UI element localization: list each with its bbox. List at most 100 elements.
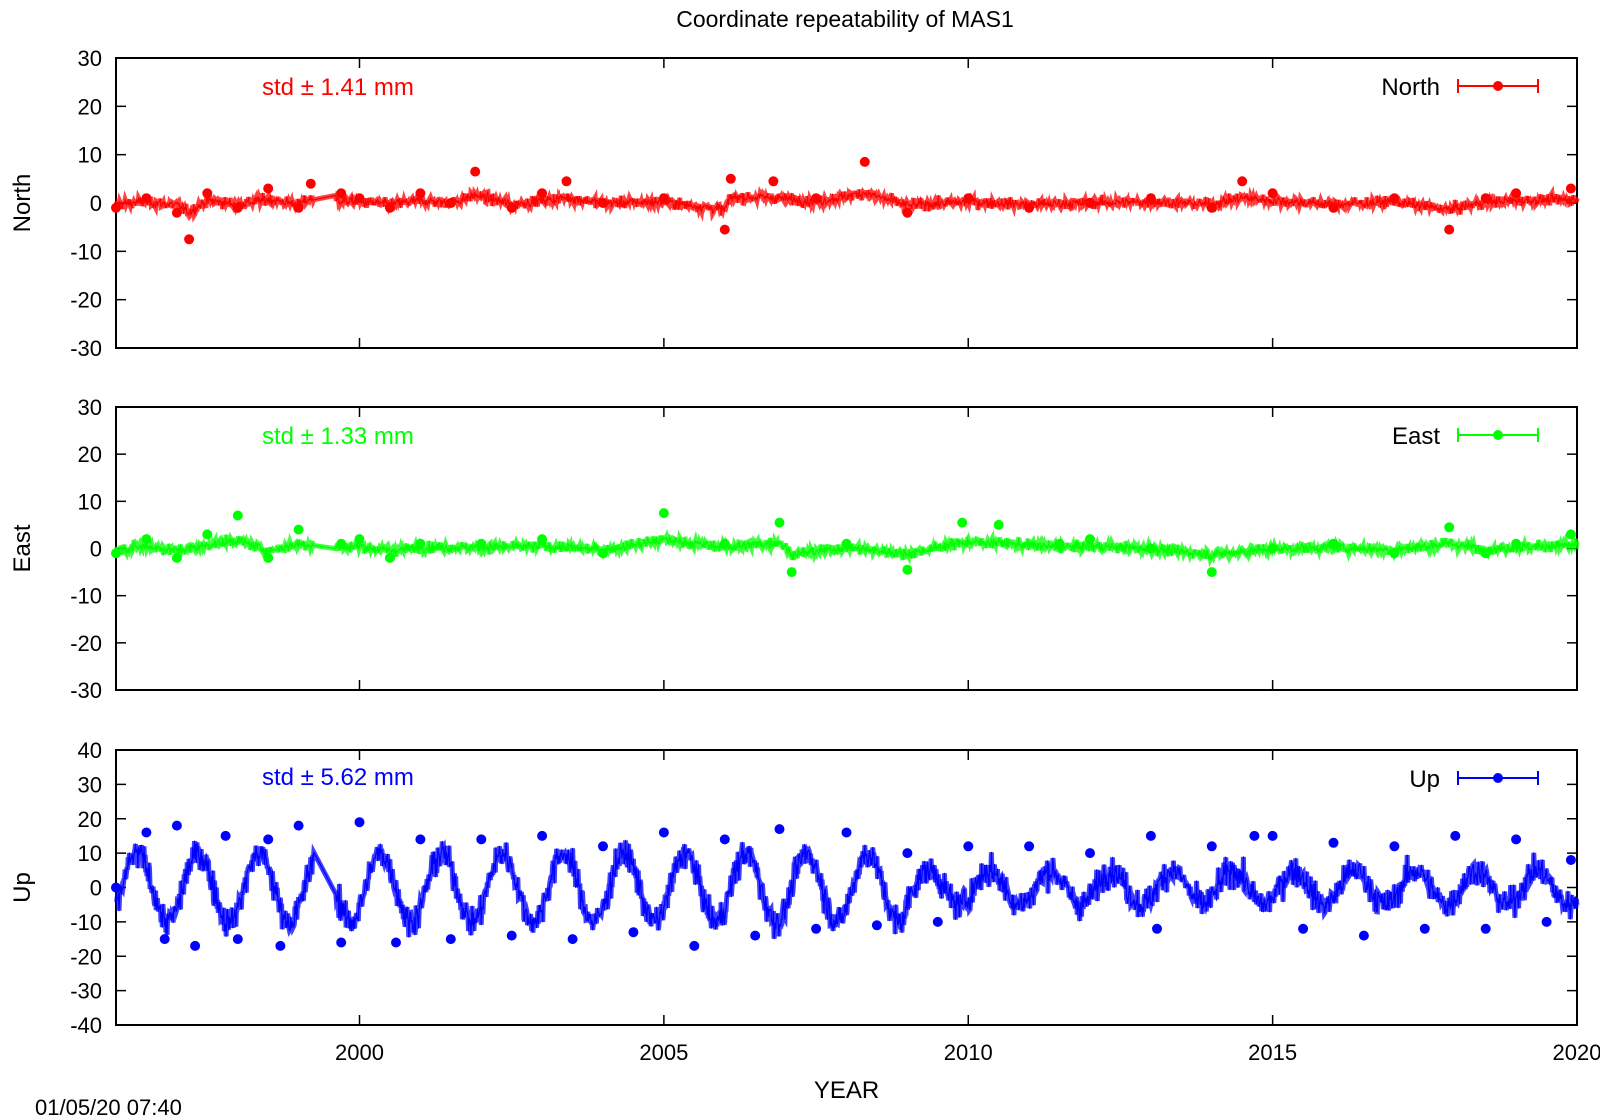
data-point [841,827,852,838]
data-point [689,940,700,951]
data-point [811,193,822,204]
data-point [658,508,669,519]
data-point [354,817,365,828]
data-point [305,178,316,189]
data-point [1511,538,1522,549]
data-point [141,534,152,545]
y-tick-label: -10 [70,584,102,609]
series-band [114,839,1580,939]
data-point [1249,830,1260,841]
data-point [111,882,121,893]
y-tick-label: -30 [70,979,102,1004]
x-tick-label: 2010 [944,1040,993,1065]
x-tick-label: 2005 [639,1040,688,1065]
data-point [232,202,243,213]
data-point [537,830,548,841]
x-tick-label: 2015 [1248,1040,1297,1065]
data-point [1267,188,1278,199]
y-tick-label: -30 [70,678,102,703]
data-point [567,934,578,945]
data-point [1152,923,1162,934]
data-point [768,176,779,187]
data-point [263,183,274,194]
data-point [141,827,152,838]
data-point [902,207,913,218]
data-point [263,834,274,845]
data-point [1085,198,1095,208]
data-point [628,927,639,938]
y-tick-label: 0 [90,876,102,901]
series-band [113,185,1580,223]
data-point [190,940,201,951]
data-point [1328,202,1339,213]
data-point [1450,830,1461,841]
data-point [470,166,481,177]
data-point [719,538,730,549]
data-point [1145,830,1156,841]
data-point [263,552,274,563]
data-point [598,841,608,852]
data-point [111,202,121,213]
data-point [658,827,669,838]
data-point [506,930,517,941]
data-point [774,824,785,835]
data-point [354,534,365,545]
data-point [963,193,974,204]
y-tick-label: -20 [70,288,102,313]
data-point [384,202,395,213]
y-tick-label: 30 [78,772,102,797]
data-point [141,193,152,204]
data-point [415,188,426,199]
data-point [232,510,243,521]
data-point [1328,538,1339,549]
data-point [1328,837,1339,848]
data-point [1085,534,1095,545]
series-up [111,817,1580,951]
data-point [1389,193,1400,204]
data-point [171,552,182,563]
data-point [1085,848,1095,859]
data-point [202,529,213,540]
data-point [1145,543,1156,554]
data-point [993,519,1004,530]
y-axis-label: Up [9,872,36,903]
legend-label: North [1381,74,1440,101]
data-point [902,848,913,859]
data-point [841,538,852,549]
y-tick-label: -30 [70,336,102,361]
x-axis-label: YEAR [814,1077,879,1104]
y-tick-label: -10 [70,239,102,264]
y-tick-label: 30 [78,395,102,420]
data-point [1480,193,1491,204]
data-point [1444,224,1455,235]
data-point [537,188,548,199]
legend-label: East [1392,423,1440,450]
std-annotation: std ± 5.62 mm [262,764,414,791]
y-tick-label: -10 [70,910,102,935]
y-tick-label: -20 [70,631,102,656]
legend-marker [1457,79,1539,93]
data-point [293,202,304,213]
data-point [1389,548,1400,559]
data-point [232,934,243,945]
data-point [598,198,608,208]
y-tick-label: 0 [90,191,102,216]
data-point [537,534,548,545]
data-point [1298,923,1309,934]
data-point [1511,188,1522,199]
y-tick-label: -40 [70,1013,102,1038]
data-point [1565,529,1576,540]
data-point [476,834,487,845]
data-point [293,820,304,831]
data-point [1024,202,1035,213]
data-point [171,820,182,831]
data-point [1145,193,1156,204]
data-point [445,934,456,945]
data-point [336,538,347,549]
data-point [1237,176,1248,187]
data-point [598,548,608,559]
y-tick-label: 30 [78,46,102,71]
data-point [1565,855,1576,865]
series-east [111,508,1580,578]
